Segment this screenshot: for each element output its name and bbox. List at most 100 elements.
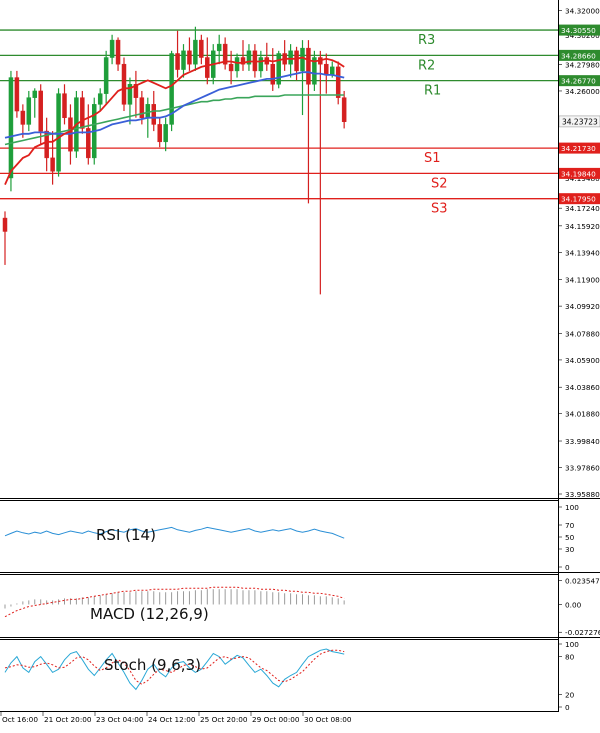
level-name-s3: S3 xyxy=(431,202,448,217)
candle-body xyxy=(151,104,156,125)
rsi-tick-label: 0 xyxy=(565,563,570,572)
candle-body xyxy=(294,50,299,72)
level-price-label-s2: 34.19840 xyxy=(561,169,596,178)
moving-average-blue-line xyxy=(4,71,345,139)
candle-body xyxy=(32,90,37,98)
candle-body xyxy=(306,47,311,85)
candle-body xyxy=(8,77,14,179)
candle-body xyxy=(103,57,109,94)
level-price-label-s3: 34.17950 xyxy=(561,195,596,204)
candle-body xyxy=(300,47,305,72)
candle-body xyxy=(234,57,240,72)
price-tick-label: 34.13940 xyxy=(565,248,600,257)
moving-average-red-line xyxy=(4,56,345,185)
level-name-r1: R1 xyxy=(424,84,441,99)
candle-body xyxy=(86,128,91,159)
level-name-s1: S1 xyxy=(424,151,441,166)
candle-body xyxy=(169,53,174,125)
candle-body xyxy=(240,57,246,65)
candle-body xyxy=(145,104,151,118)
candle-body xyxy=(175,53,180,70)
price-tick-label: 34.17240 xyxy=(565,204,600,213)
time-tick-label: 30 Oct 08:00 xyxy=(304,715,352,724)
macd-histogram xyxy=(4,589,345,609)
macd-signal-line xyxy=(4,586,345,618)
stoch-tick-label: 20 xyxy=(565,690,575,699)
candle-body xyxy=(109,39,115,58)
level-price-label-r3: 34.30550 xyxy=(561,26,596,35)
candle-body xyxy=(50,157,55,172)
candle-body xyxy=(26,97,32,125)
candle-body xyxy=(324,63,329,76)
current-price-label: 34.23723 xyxy=(562,117,598,126)
macd-panel: 0.023547 0.00 -0.027276 MACD (12,26,9) xyxy=(4,576,600,637)
candle-body xyxy=(115,39,121,65)
candle-body xyxy=(181,50,186,70)
level-name-r3: R3 xyxy=(418,33,435,48)
rsi-label: RSI (14) xyxy=(96,526,156,544)
stoch-tick-label: 0 xyxy=(565,703,570,712)
candle-body xyxy=(163,124,168,143)
candle-body xyxy=(341,97,347,122)
candle-body xyxy=(187,50,192,65)
price-tick-label: 34.27980 xyxy=(565,60,600,69)
candle-body xyxy=(14,77,20,112)
stoch-d-line xyxy=(4,649,345,685)
price-tick-label: 34.07880 xyxy=(565,329,600,338)
current-price-tag: 34.23723 xyxy=(558,115,600,128)
price-tick-label: 34.01880 xyxy=(565,410,600,419)
candle-body xyxy=(288,50,293,65)
rsi-tick-label: 30 xyxy=(565,545,575,554)
time-tick-label: 25 Oct 20:00 xyxy=(200,715,248,724)
price-tick-label: 34.11900 xyxy=(565,276,600,285)
macd-tick-label: 0.023547 xyxy=(565,576,600,585)
candle-body xyxy=(80,97,85,129)
candle-body xyxy=(133,84,139,98)
time-axis: Oct 16:00 21 Oct 20:00 23 Oct 04:00 24 Oct … xyxy=(0,712,352,724)
moving-average-green-line xyxy=(4,94,345,146)
candle-body xyxy=(330,66,335,76)
price-tick-label: 34.03860 xyxy=(565,383,600,392)
candle-body xyxy=(205,57,210,78)
stoch-k-line xyxy=(4,648,345,691)
price-tick-label: 34.32000 xyxy=(565,7,600,16)
level-price-tag-s3 xyxy=(559,193,600,205)
candle-body xyxy=(270,63,275,85)
candle-body xyxy=(127,84,133,105)
level-labels: R3 34.30550 R2 34.28660 R1 34.26770 S1 34.21730… xyxy=(418,24,600,217)
time-tick-label: 24 Oct 12:00 xyxy=(148,715,196,724)
candle-body xyxy=(312,57,317,85)
candle-body xyxy=(44,130,49,159)
time-tick-label: Oct 16:00 xyxy=(2,715,38,724)
candle-body xyxy=(38,90,43,132)
candle-body xyxy=(246,50,252,65)
candle-body xyxy=(157,124,162,143)
price-tick-label: 33.97860 xyxy=(565,464,600,473)
level-price-tag-r1 xyxy=(559,75,600,87)
level-price-tag-s2 xyxy=(559,167,600,179)
stoch-tick-label: 100 xyxy=(565,640,579,649)
candle-body xyxy=(193,39,198,65)
candle-body xyxy=(335,66,341,98)
candle-body xyxy=(222,43,228,65)
price-tick-label: 33.99840 xyxy=(565,437,600,446)
candle-body xyxy=(62,93,67,118)
candle-body xyxy=(216,43,222,52)
candle-body xyxy=(276,53,281,85)
candle-body xyxy=(121,63,127,105)
candle-body xyxy=(139,97,145,118)
rsi-line xyxy=(4,526,345,539)
candle-body xyxy=(2,217,8,232)
price-tick-label: 34.15920 xyxy=(565,222,600,231)
rsi-tick-label: 100 xyxy=(565,503,579,512)
time-tick-label: 23 Oct 04:00 xyxy=(96,715,144,724)
level-price-label-s1: 34.21730 xyxy=(561,144,596,153)
time-tick-label: 29 Oct 00:00 xyxy=(252,715,300,724)
price-tick-label: 34.09920 xyxy=(565,302,600,311)
level-name-r2: R2 xyxy=(418,58,435,73)
rsi-tick-label: 70 xyxy=(565,521,575,530)
rsi-panel: 100 70 50 30 0 RSI (14) xyxy=(4,503,579,572)
macd-label: MACD (12,26,9) xyxy=(90,605,209,623)
